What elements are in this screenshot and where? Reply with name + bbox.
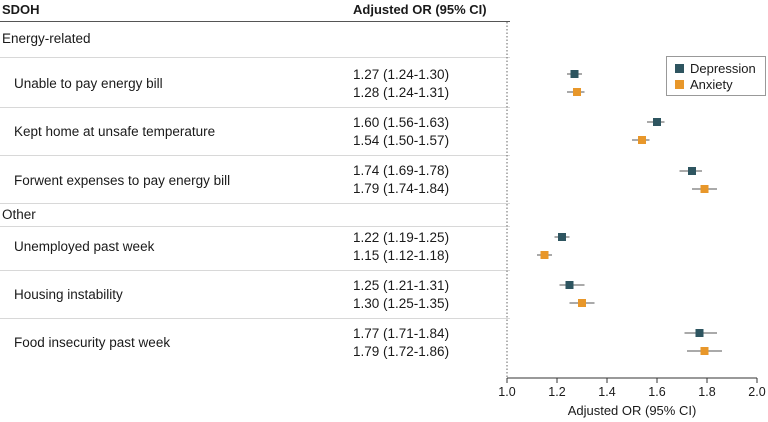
row-value-anxiety: 1.28 (1.24-1.31) — [353, 85, 450, 100]
x-tick-label: 1.2 — [548, 385, 565, 399]
row-divider — [0, 226, 510, 227]
row-label: Forwent expenses to pay energy bill — [14, 173, 231, 188]
point-depression — [570, 70, 579, 78]
row-label: Kept home at unsafe temperature — [14, 124, 216, 139]
x-tick-label: 2.0 — [748, 385, 765, 399]
row-label: Unemployed past week — [14, 239, 155, 254]
legend-label-anxiety: Anxiety — [690, 77, 733, 92]
legend-swatch-anxiety — [675, 80, 684, 89]
row-divider — [0, 57, 510, 58]
row-divider — [0, 270, 510, 271]
row-value-anxiety: 1.79 (1.72-1.86) — [353, 344, 450, 359]
row-label: Unable to pay energy bill — [14, 76, 163, 91]
header-divider — [0, 21, 510, 22]
x-axis-title: Adjusted OR (95% CI) — [568, 403, 697, 418]
section-title-energy: Energy-related — [2, 31, 91, 46]
legend-item-anxiety: Anxiety — [675, 77, 733, 93]
point-depression — [558, 233, 566, 241]
x-tick-label: 1.8 — [698, 385, 715, 399]
legend-item-depression: Depression — [675, 61, 756, 77]
point-depression — [565, 281, 574, 289]
point-anxiety — [700, 185, 709, 193]
row-divider — [0, 318, 510, 319]
row-value-depression: 1.60 (1.56-1.63) — [353, 115, 450, 130]
row-value-anxiety: 1.79 (1.74-1.84) — [353, 181, 450, 196]
section-title-other: Other — [2, 207, 36, 222]
point-anxiety — [573, 88, 581, 96]
x-tick-label: 1.6 — [648, 385, 665, 399]
row-value-anxiety: 1.54 (1.50-1.57) — [353, 133, 450, 148]
legend-swatch-depression — [675, 64, 684, 73]
x-tick-label: 1.4 — [598, 385, 615, 399]
row-value-depression: 1.22 (1.19-1.25) — [353, 230, 450, 245]
row-value-depression: 1.25 (1.21-1.31) — [353, 278, 450, 293]
chart-legend: Depression Anxiety — [666, 56, 766, 96]
point-anxiety — [578, 299, 586, 307]
row-divider — [0, 203, 510, 204]
row-value-depression: 1.27 (1.24-1.30) — [353, 67, 450, 82]
row-label: Housing instability — [14, 287, 123, 302]
legend-label-depression: Depression — [690, 61, 756, 76]
point-depression — [688, 167, 696, 175]
row-value-depression: 1.74 (1.69-1.78) — [353, 163, 450, 178]
point-anxiety — [638, 136, 646, 144]
row-label: Food insecurity past week — [14, 335, 171, 350]
point-depression — [695, 329, 704, 337]
row-divider — [0, 155, 510, 156]
x-tick-label: 1.0 — [498, 385, 515, 399]
point-depression — [653, 118, 661, 126]
point-anxiety — [540, 251, 549, 259]
row-value-depression: 1.77 (1.71-1.84) — [353, 326, 450, 341]
table-header-sdoh: SDOH — [2, 2, 40, 17]
table-header-or: Adjusted OR (95% CI) — [353, 2, 487, 17]
row-divider — [0, 107, 510, 108]
point-anxiety — [700, 347, 709, 355]
row-value-anxiety: 1.30 (1.25-1.35) — [353, 296, 450, 311]
row-value-anxiety: 1.15 (1.12-1.18) — [353, 248, 450, 263]
